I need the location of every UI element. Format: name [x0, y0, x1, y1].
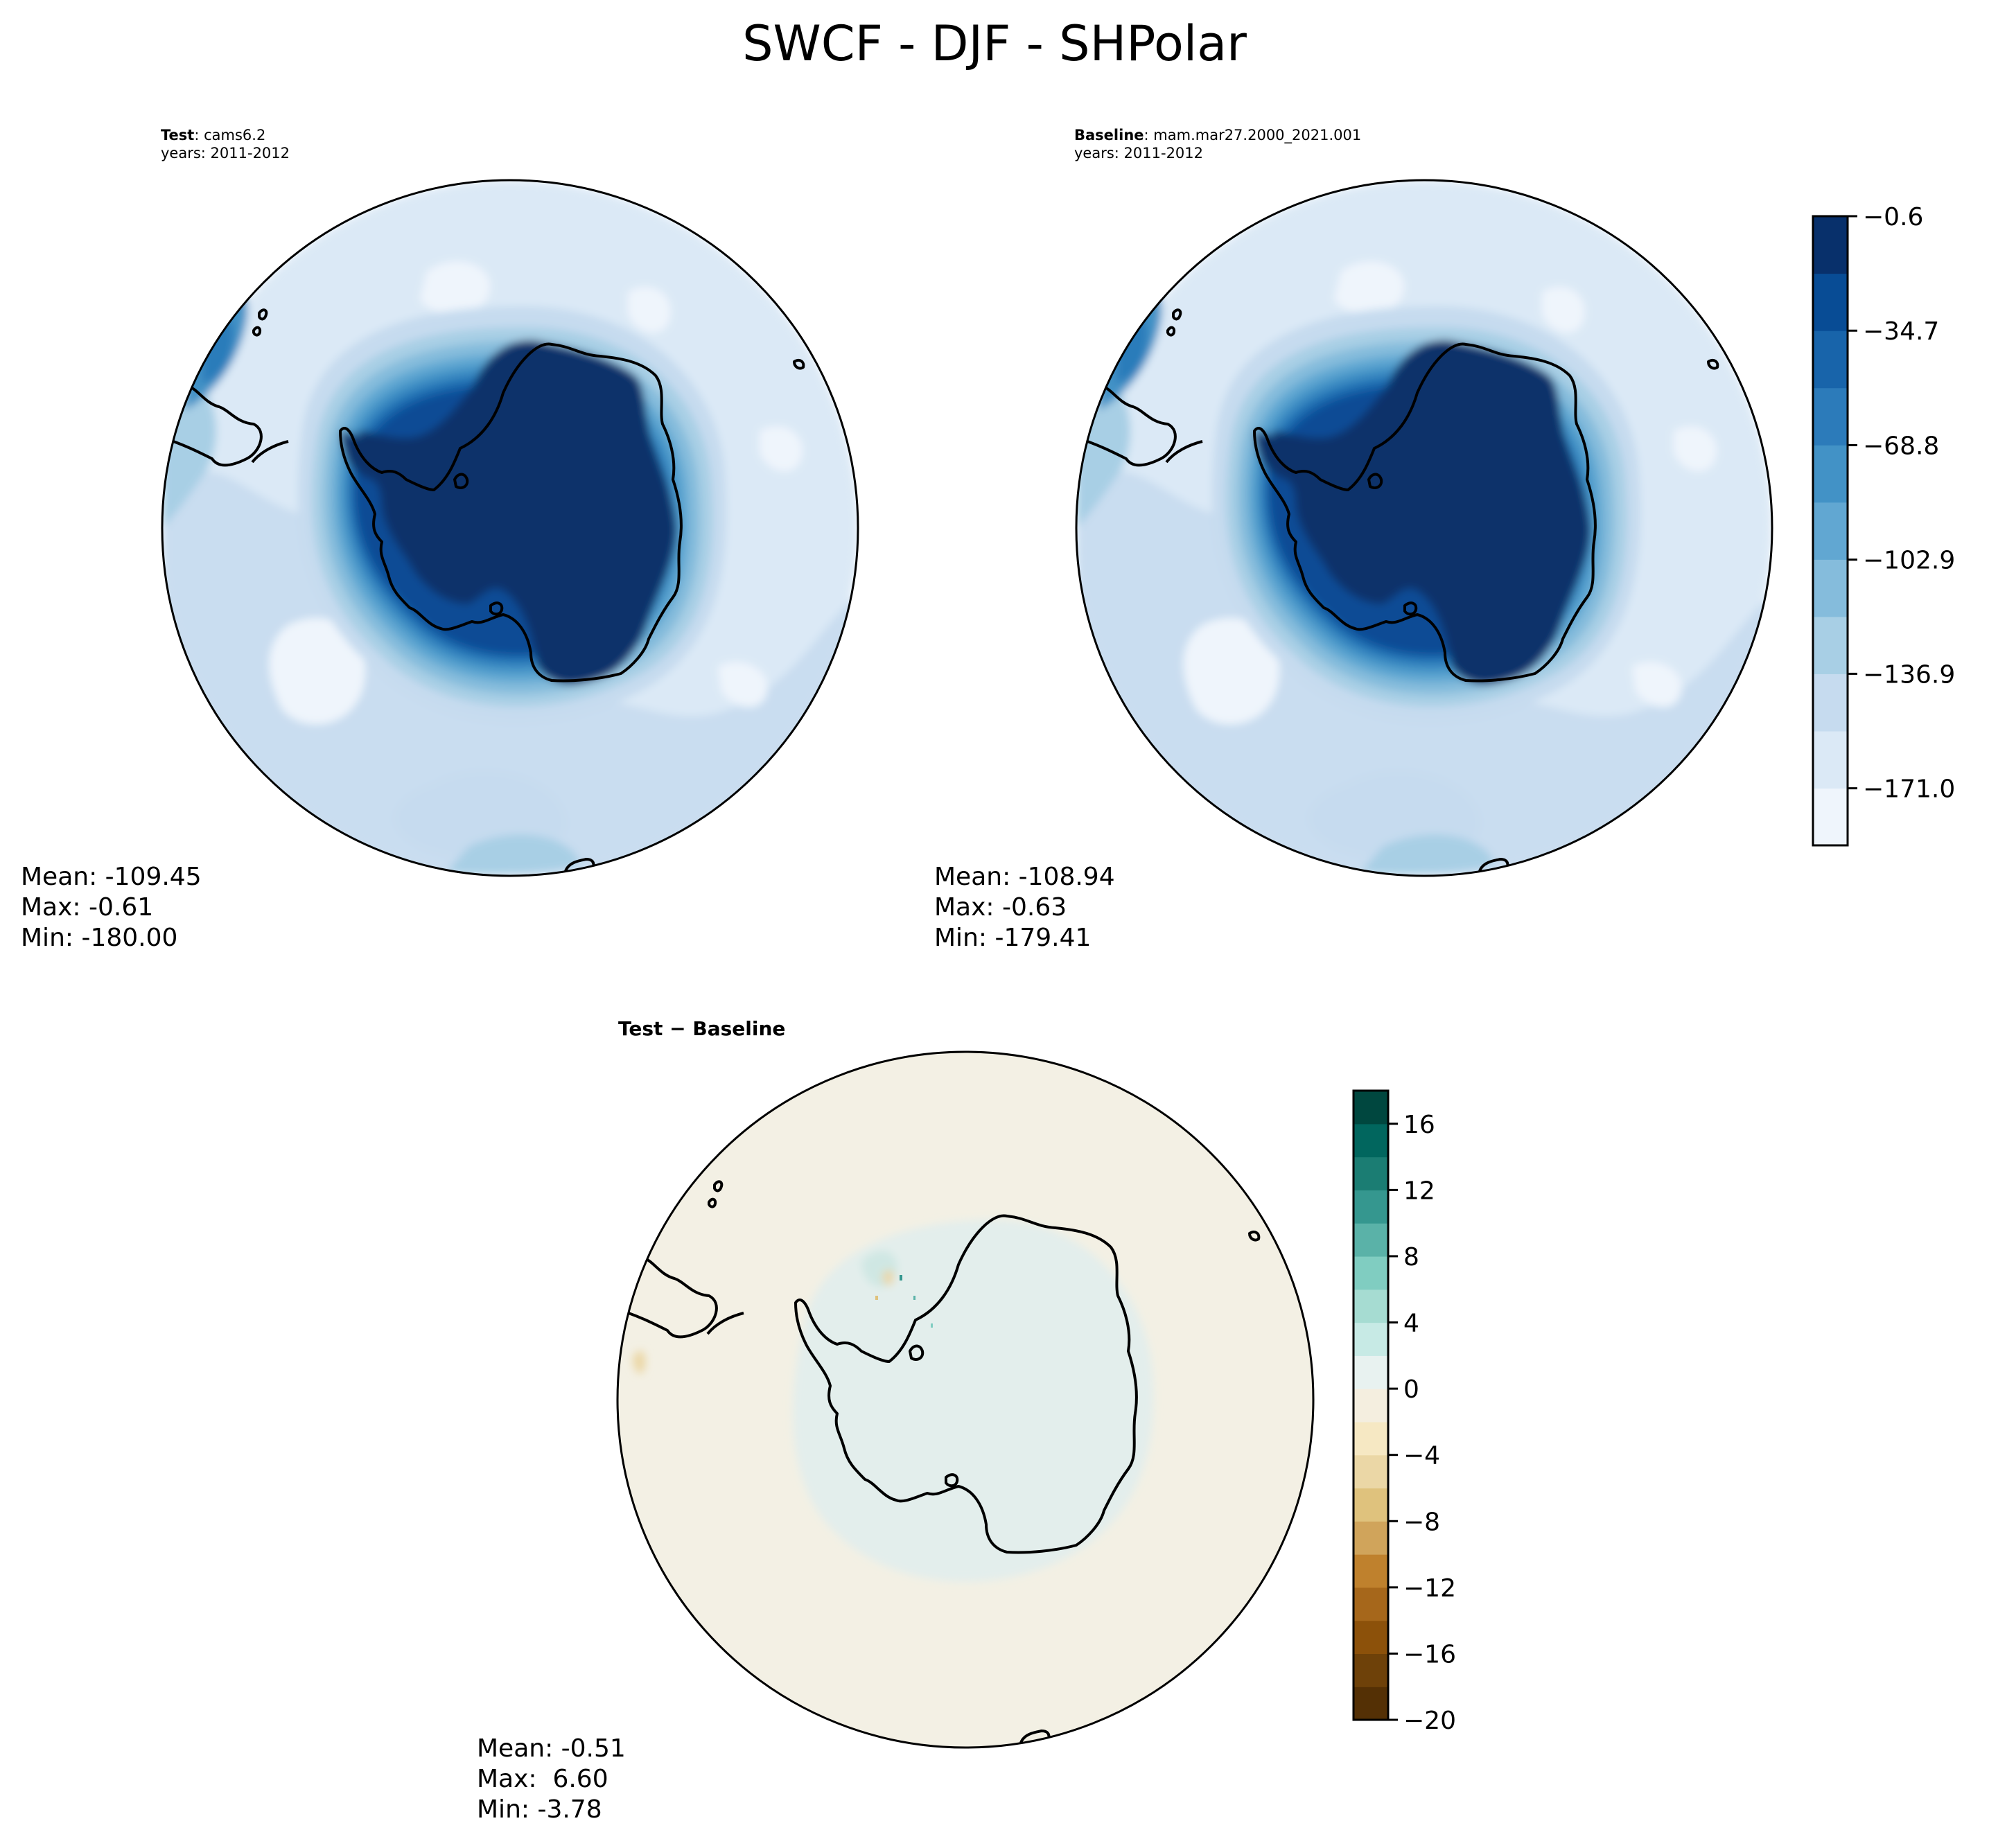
diff-colorbar-swatch — [1353, 1223, 1388, 1257]
diff-colorbar-tick-label: 8 — [1403, 1243, 1419, 1271]
baseline-header: Baseline: mam.mar27.2000_2021.001 — [1074, 127, 1362, 143]
baseline-colorbar-swatch — [1813, 674, 1848, 732]
baseline-mean: Mean: -108.94 — [934, 863, 1115, 891]
diff-stats: Mean: -0.51 Max: 6.60 Min: -3.78 — [477, 1734, 626, 1825]
baseline-colorbar-swatch — [1813, 730, 1848, 789]
diff-min: Min: -3.78 — [477, 1795, 602, 1824]
diff-colorbar-swatch — [1353, 1421, 1388, 1456]
diff-colorbar-swatch — [1353, 1123, 1388, 1158]
diff-max: Max: 6.60 — [477, 1765, 608, 1793]
diff-colorbar-tick-label: −8 — [1403, 1508, 1440, 1536]
baseline-colorbar-swatch — [1813, 502, 1848, 560]
baseline-colorbar-swatch — [1813, 273, 1848, 331]
test-header: Test: cams6.2 — [161, 127, 266, 143]
diff-colorbar-tick-label: −4 — [1403, 1442, 1440, 1470]
baseline-colorbar-tick-label: −136.9 — [1863, 660, 1955, 689]
figure-title: SWCF - DJF - SHPolar — [742, 15, 1247, 72]
diff-colorbar-swatch — [1353, 1587, 1388, 1621]
baseline-colorbar-tick-label: −0.6 — [1863, 203, 1923, 231]
baseline-stats: Mean: -108.94 Max: -0.63 Min: -179.41 — [934, 862, 1115, 953]
baseline-colorbar-swatch — [1813, 216, 1848, 274]
diff-colorbar-swatch — [1353, 1653, 1388, 1687]
baseline-min: Min: -179.41 — [934, 924, 1092, 952]
baseline-colorbar-tick-label: −171.0 — [1863, 775, 1955, 804]
diff-colorbar-swatch — [1353, 1521, 1388, 1555]
diff-colorbar-swatch — [1353, 1156, 1388, 1190]
baseline-colorbar-tick-label: −34.7 — [1863, 317, 1939, 346]
diff-colorbar-tick-label: 12 — [1403, 1177, 1435, 1205]
test-min: Min: -180.00 — [21, 924, 178, 952]
baseline-colorbar-frame — [1812, 215, 1849, 847]
baseline-years: years: 2011-2012 — [1074, 145, 1204, 161]
baseline-colorbar-swatch — [1813, 559, 1848, 617]
baseline-colorbar-tick-label: −102.9 — [1863, 547, 1955, 575]
baseline-max: Max: -0.63 — [934, 893, 1067, 922]
diff-colorbar-swatch — [1353, 1322, 1388, 1356]
diff-title: Test − Baseline — [618, 1017, 786, 1040]
baseline-colorbar-swatch — [1813, 788, 1848, 846]
diff-colorbar-tick-label: 0 — [1403, 1375, 1419, 1404]
baseline-colorbar-swatch — [1813, 387, 1848, 446]
diff-colorbar-swatch — [1353, 1454, 1388, 1489]
diff-colorbar-swatch — [1353, 1256, 1388, 1290]
baseline-colorbar-swatch — [1813, 445, 1848, 503]
baseline-colorbar-swatch — [1813, 616, 1848, 674]
diff-colorbar-tick-label: 16 — [1403, 1111, 1435, 1139]
diff-colorbar-swatch — [1353, 1190, 1388, 1224]
diff-colorbar-tick-label: −12 — [1403, 1574, 1456, 1603]
diff-colorbar-frame — [1352, 1089, 1390, 1721]
test-mean: Mean: -109.45 — [21, 863, 202, 891]
diff-colorbar-swatch — [1353, 1687, 1388, 1721]
baseline-map — [1075, 179, 1773, 877]
test-years: years: 2011-2012 — [161, 145, 290, 161]
diff-map-boundary — [616, 1050, 1315, 1749]
diff-colorbar-swatch — [1353, 1289, 1388, 1323]
diff-map — [616, 1050, 1315, 1749]
diff-colorbar-swatch — [1353, 1389, 1388, 1423]
test-label: Test — [161, 127, 195, 143]
diff-colorbar-swatch — [1353, 1488, 1388, 1522]
test-max: Max: -0.61 — [21, 893, 154, 922]
baseline-map-boundary — [1075, 179, 1773, 877]
diff-colorbar-swatch — [1353, 1355, 1388, 1389]
baseline-label: Baseline — [1074, 127, 1144, 143]
diff-colorbar-tick-label: −20 — [1403, 1707, 1456, 1735]
baseline-colorbar-tick-label: −68.8 — [1863, 432, 1939, 460]
diff-colorbar: 16 12 8 4 0 −4 −8 −12 −16 −20 — [1352, 1089, 1456, 1735]
diff-colorbar-swatch — [1353, 1091, 1388, 1125]
diff-colorbar-swatch — [1353, 1620, 1388, 1655]
test-map — [161, 179, 859, 877]
diff-mean: Mean: -0.51 — [477, 1734, 626, 1763]
test-map-boundary — [161, 179, 859, 877]
test-case: cams6.2 — [204, 127, 266, 143]
baseline-case: mam.mar27.2000_2021.001 — [1153, 127, 1362, 143]
baseline-colorbar: −0.6 −34.7 −68.8 −102.9 −136.9 −171.0 — [1812, 203, 1955, 847]
baseline-colorbar-swatch — [1813, 331, 1848, 389]
diff-colorbar-tick-label: −16 — [1403, 1640, 1456, 1669]
test-stats: Mean: -109.45 Max: -0.61 Min: -180.00 — [21, 862, 202, 953]
diff-colorbar-swatch — [1353, 1554, 1388, 1588]
diff-colorbar-tick-label: 4 — [1403, 1310, 1419, 1338]
